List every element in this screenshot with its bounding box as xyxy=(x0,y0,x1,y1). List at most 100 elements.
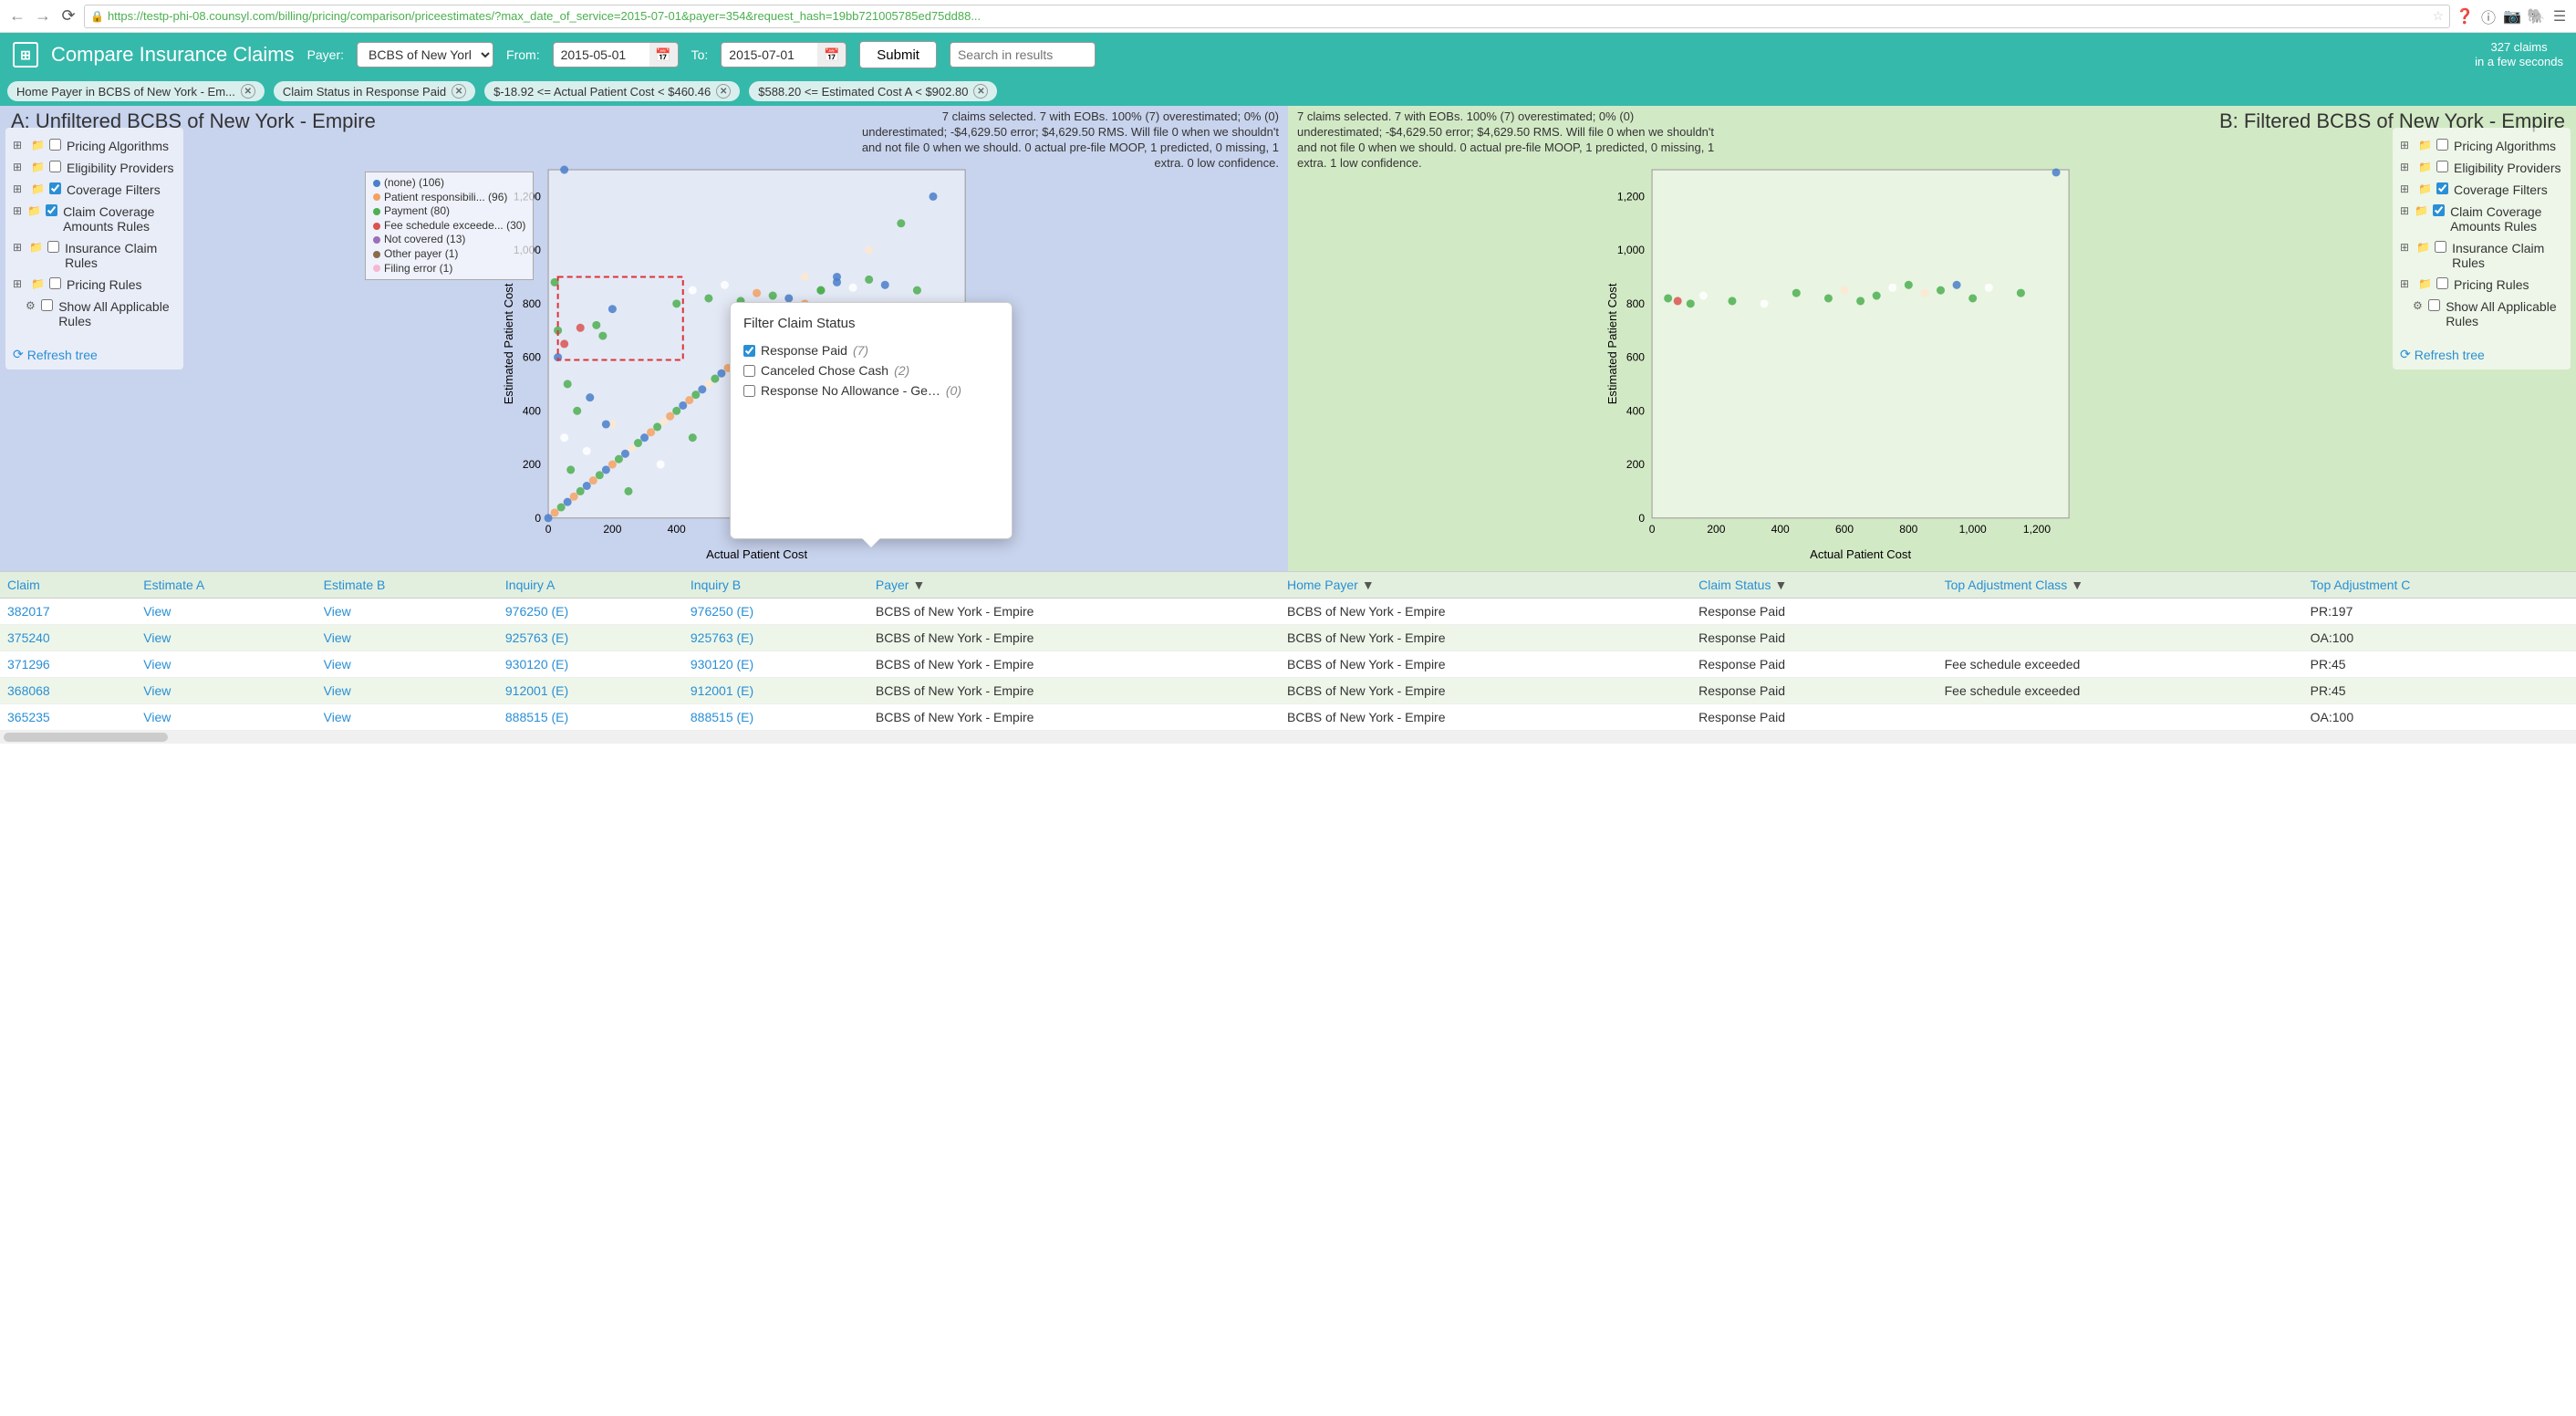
tree-checkbox[interactable] xyxy=(46,204,57,216)
table-cell[interactable]: View xyxy=(317,678,498,704)
tree-item[interactable]: ⊞📁Coverage Filters xyxy=(2400,179,2563,201)
blank-icon[interactable]: ⊞ xyxy=(2400,277,2413,290)
tree-checkbox[interactable] xyxy=(2435,241,2446,253)
ext-icon-1[interactable]: ❓ xyxy=(2456,7,2474,26)
tree-item-show-all[interactable]: ⚙Show All Applicable Rules xyxy=(13,296,176,332)
to-calendar-icon[interactable]: 📅 xyxy=(817,42,847,68)
plus-icon[interactable]: ⊞ xyxy=(2400,182,2413,195)
plus-icon[interactable]: ⊞ xyxy=(13,139,26,151)
tree-checkbox[interactable] xyxy=(49,277,61,289)
table-cell[interactable]: 382017 xyxy=(0,599,136,625)
popover-filter-item[interactable]: Response Paid (7) xyxy=(743,340,999,360)
table-cell[interactable]: 930120 (E) xyxy=(498,651,683,678)
filter-checkbox[interactable] xyxy=(743,385,755,397)
search-input[interactable] xyxy=(950,42,1096,68)
plus-icon[interactable]: ⊞ xyxy=(13,204,22,217)
filter-icon[interactable]: ▼ xyxy=(1362,578,1375,592)
column-header[interactable]: Inquiry B xyxy=(683,572,868,599)
star-icon[interactable]: ☆ xyxy=(2432,8,2444,24)
table-cell[interactable]: 912001 (E) xyxy=(498,678,683,704)
table-cell[interactable]: View xyxy=(317,704,498,731)
pill-close-icon[interactable]: ✕ xyxy=(452,84,466,99)
tree-item[interactable]: ⊞📁Claim Coverage Amounts Rules xyxy=(2400,201,2563,237)
back-button[interactable]: ← xyxy=(7,6,27,26)
table-cell[interactable]: 375240 xyxy=(0,625,136,651)
table-cell[interactable]: 976250 (E) xyxy=(498,599,683,625)
table-cell[interactable]: View xyxy=(136,678,316,704)
pill-close-icon[interactable]: ✕ xyxy=(241,84,255,99)
plus-icon[interactable]: ⊞ xyxy=(2400,161,2413,173)
pill-close-icon[interactable]: ✕ xyxy=(716,84,731,99)
tree-item-show-all[interactable]: ⚙Show All Applicable Rules xyxy=(2400,296,2563,332)
address-bar[interactable]: 🔒 https://testp-phi-08.counsyl.com/billi… xyxy=(84,5,2450,28)
column-header[interactable]: Claim xyxy=(0,572,136,599)
table-cell[interactable]: View xyxy=(136,651,316,678)
tree-item[interactable]: ⊞📁Eligibility Providers xyxy=(2400,157,2563,179)
evernote-icon[interactable]: 🐘 xyxy=(2527,7,2545,26)
chart-b[interactable]: 002002004004006006008008001,0001,0001,20… xyxy=(1295,161,2384,564)
table-cell[interactable]: 976250 (E) xyxy=(683,599,868,625)
tree-item[interactable]: ⊞📁Insurance Claim Rules xyxy=(13,237,176,274)
table-cell[interactable]: 888515 (E) xyxy=(498,704,683,731)
popover-filter-item[interactable]: Response No Allowance - Ge… (0) xyxy=(743,380,999,401)
blank-icon[interactable]: ⊞ xyxy=(13,241,24,254)
tree-checkbox[interactable] xyxy=(2436,277,2448,289)
table-cell[interactable]: 365235 xyxy=(0,704,136,731)
from-calendar-icon[interactable]: 📅 xyxy=(649,42,679,68)
reload-button[interactable]: ⟳ xyxy=(58,6,78,26)
to-date-input[interactable] xyxy=(721,42,821,68)
refresh-tree-link[interactable]: ⟳ Refresh tree xyxy=(2400,347,2563,362)
table-cell[interactable]: View xyxy=(136,625,316,651)
tree-checkbox[interactable] xyxy=(2436,182,2448,194)
tree-item[interactable]: ⊞📁Coverage Filters xyxy=(13,179,176,201)
table-cell[interactable]: 888515 (E) xyxy=(683,704,868,731)
table-cell[interactable]: View xyxy=(136,704,316,731)
tree-item[interactable]: ⊞📁Eligibility Providers xyxy=(13,157,176,179)
tree-checkbox[interactable] xyxy=(2436,139,2448,151)
table-cell[interactable]: 368068 xyxy=(0,678,136,704)
table-cell[interactable]: View xyxy=(317,599,498,625)
tree-item[interactable]: ⊞📁Claim Coverage Amounts Rules xyxy=(13,201,176,237)
popover-filter-item[interactable]: Canceled Chose Cash (2) xyxy=(743,360,999,380)
tree-item[interactable]: ⊞📁Insurance Claim Rules xyxy=(2400,237,2563,274)
filter-pill[interactable]: Claim Status in Response Paid✕ xyxy=(274,81,475,101)
column-header[interactable]: Estimate B xyxy=(317,572,498,599)
tree-item[interactable]: ⊞📁Pricing Rules xyxy=(13,274,176,296)
plus-icon[interactable]: ⊞ xyxy=(13,161,26,173)
horizontal-scrollbar[interactable] xyxy=(0,731,2576,744)
tree-checkbox[interactable] xyxy=(2436,161,2448,172)
filter-checkbox[interactable] xyxy=(743,345,755,357)
filter-checkbox[interactable] xyxy=(743,365,755,377)
column-header[interactable]: Top Adjustment C xyxy=(2303,572,2576,599)
filter-icon[interactable]: ▼ xyxy=(912,578,925,592)
filter-pill[interactable]: $-18.92 <= Actual Patient Cost < $460.46… xyxy=(484,81,740,101)
column-header[interactable]: Top Adjustment Class▼ xyxy=(1937,572,2303,599)
tree-checkbox[interactable] xyxy=(49,182,61,194)
tree-item[interactable]: ⊞📁Pricing Algorithms xyxy=(13,135,176,157)
filter-pill[interactable]: $588.20 <= Estimated Cost A < $902.80✕ xyxy=(749,81,997,101)
column-header[interactable]: Inquiry A xyxy=(498,572,683,599)
submit-button[interactable]: Submit xyxy=(859,41,937,68)
plus-icon[interactable]: ⊞ xyxy=(2400,139,2413,151)
column-header[interactable]: Home Payer▼ xyxy=(1280,572,1691,599)
blank-icon[interactable]: ⊞ xyxy=(13,277,26,290)
tree-checkbox[interactable] xyxy=(49,161,61,172)
tree-item[interactable]: ⊞📁Pricing Rules xyxy=(2400,274,2563,296)
table-cell[interactable]: 912001 (E) xyxy=(683,678,868,704)
column-header[interactable]: Estimate A xyxy=(136,572,316,599)
tree-checkbox[interactable] xyxy=(2433,204,2445,216)
blank-icon[interactable]: ⊞ xyxy=(2400,241,2411,254)
plus-icon[interactable]: ⊞ xyxy=(13,182,26,195)
show-all-checkbox[interactable] xyxy=(41,299,53,311)
from-date-input[interactable] xyxy=(553,42,653,68)
payer-select[interactable]: BCBS of New York - E xyxy=(357,42,493,68)
column-header[interactable]: Payer▼ xyxy=(868,572,1280,599)
filter-icon[interactable]: ▼ xyxy=(1774,578,1787,592)
table-cell[interactable]: 930120 (E) xyxy=(683,651,868,678)
pill-close-icon[interactable]: ✕ xyxy=(973,84,988,99)
ext-icon-2[interactable]: ⓘ xyxy=(2479,7,2498,26)
menu-icon[interactable]: ☰ xyxy=(2550,7,2569,26)
ext-icon-3[interactable]: 📷 xyxy=(2503,7,2521,26)
table-cell[interactable]: View xyxy=(317,625,498,651)
scrollbar-thumb[interactable] xyxy=(4,733,168,742)
